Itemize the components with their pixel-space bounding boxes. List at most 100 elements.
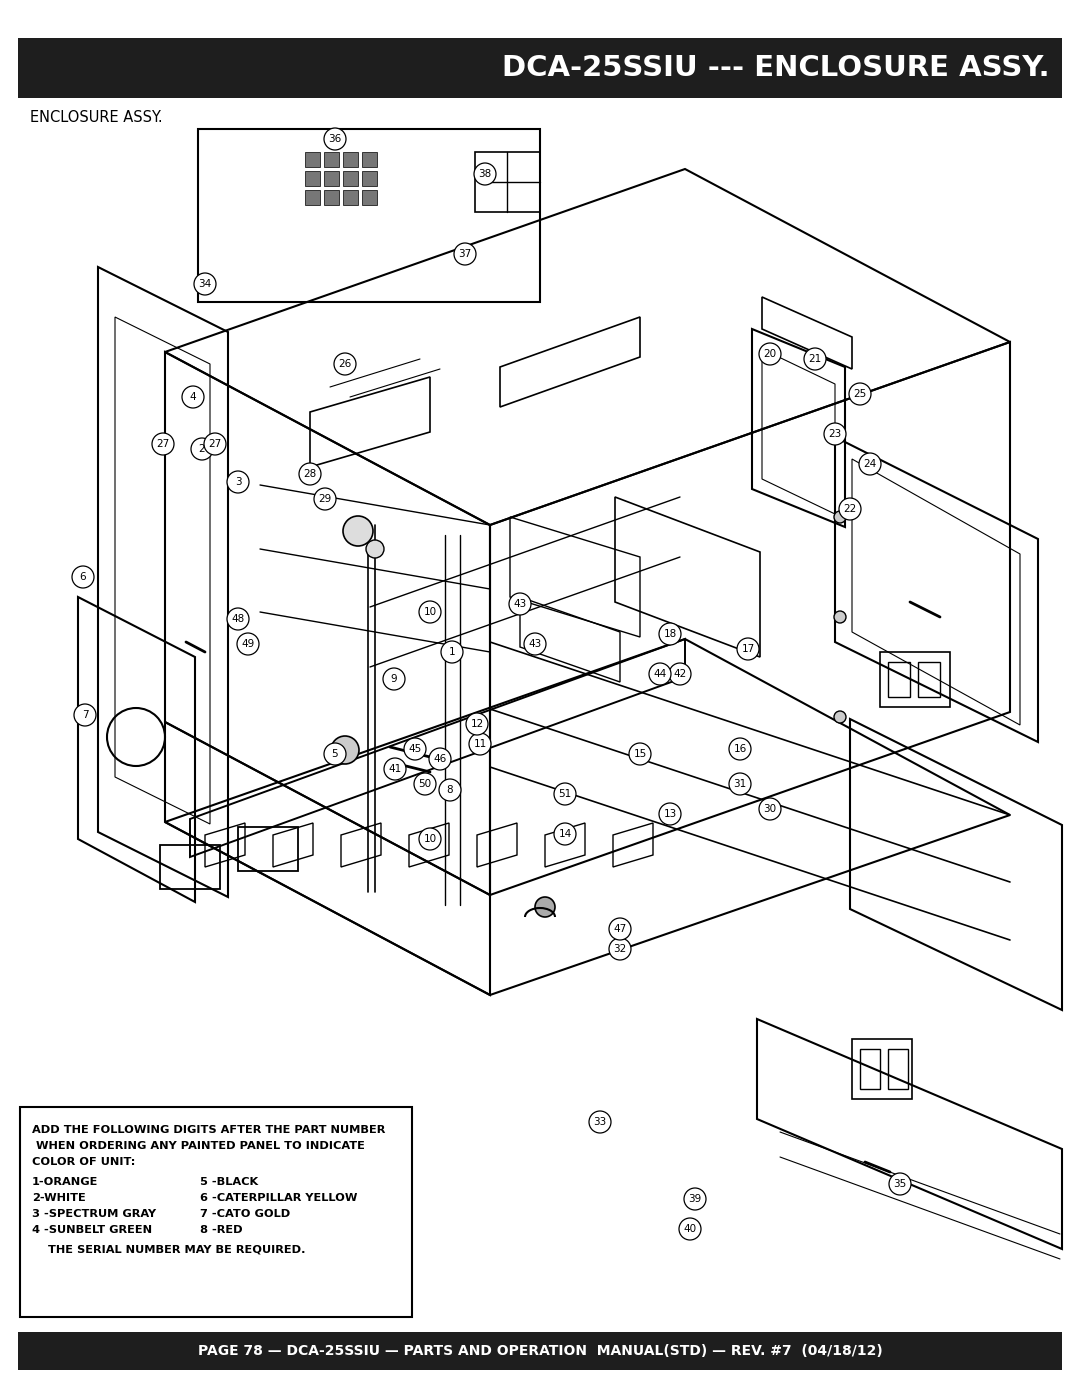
Circle shape [759, 798, 781, 820]
Circle shape [609, 918, 631, 940]
Text: 3: 3 [234, 476, 241, 488]
Bar [362, 170, 377, 186]
Text: 24: 24 [863, 460, 877, 469]
Circle shape [314, 488, 336, 510]
Bar [343, 152, 357, 168]
Text: 2-WHITE: 2-WHITE [32, 1193, 85, 1203]
Circle shape [554, 782, 576, 805]
Text: 6: 6 [80, 571, 86, 583]
Circle shape [759, 344, 781, 365]
Text: 31: 31 [733, 780, 746, 789]
Circle shape [324, 743, 346, 766]
Circle shape [429, 747, 451, 770]
Text: 41: 41 [389, 764, 402, 774]
Text: 13: 13 [663, 809, 677, 819]
Circle shape [474, 163, 496, 184]
Text: 6 -CATERPILLAR YELLOW: 6 -CATERPILLAR YELLOW [200, 1193, 357, 1203]
Text: 45: 45 [408, 745, 421, 754]
Bar [880, 652, 950, 707]
Circle shape [729, 738, 751, 760]
Text: 34: 34 [199, 279, 212, 289]
Bar [324, 170, 339, 186]
Text: 37: 37 [458, 249, 472, 258]
Text: 10: 10 [423, 834, 436, 844]
Text: 30: 30 [764, 805, 777, 814]
Text: 25: 25 [853, 388, 866, 400]
Text: ADD THE FOLLOWING DIGITS AFTER THE PART NUMBER: ADD THE FOLLOWING DIGITS AFTER THE PART … [32, 1125, 386, 1134]
Text: 1-ORANGE: 1-ORANGE [32, 1178, 98, 1187]
Text: 9: 9 [391, 673, 397, 685]
Text: 47: 47 [613, 923, 626, 935]
Text: 46: 46 [433, 754, 447, 764]
Circle shape [454, 243, 476, 265]
Circle shape [834, 711, 846, 724]
Text: THE SERIAL NUMBER MAY BE REQUIRED.: THE SERIAL NUMBER MAY BE REQUIRED. [28, 1245, 306, 1255]
Bar [343, 190, 357, 205]
Text: 42: 42 [673, 669, 687, 679]
Text: 5 -BLACK: 5 -BLACK [200, 1178, 258, 1187]
Text: 43: 43 [513, 599, 527, 609]
Circle shape [334, 353, 356, 374]
Circle shape [889, 1173, 912, 1194]
Text: 29: 29 [319, 495, 332, 504]
Text: ENCLOSURE ASSY.: ENCLOSURE ASSY. [30, 110, 163, 124]
Bar [21, 1106, 411, 1317]
Text: COLOR OF UNIT:: COLOR OF UNIT: [32, 1157, 135, 1166]
Bar [852, 1039, 912, 1099]
Text: 4 -SUNBELT GREEN: 4 -SUNBELT GREEN [32, 1225, 152, 1235]
Circle shape [684, 1187, 706, 1210]
Bar [305, 190, 320, 205]
Circle shape [72, 566, 94, 588]
Circle shape [191, 439, 213, 460]
Circle shape [438, 780, 461, 800]
Text: 16: 16 [733, 745, 746, 754]
Bar [888, 662, 910, 697]
Circle shape [183, 386, 204, 408]
Text: PAGE 78 — DCA-25SSIU — PARTS AND OPERATION  MANUAL(STD) — REV. #7  (04/18/12): PAGE 78 — DCA-25SSIU — PARTS AND OPERATI… [198, 1344, 882, 1358]
Circle shape [729, 773, 751, 795]
Circle shape [659, 623, 681, 645]
Bar [888, 1049, 908, 1090]
Bar [18, 38, 1062, 98]
Text: 17: 17 [741, 644, 755, 654]
Text: 36: 36 [328, 134, 341, 144]
Text: 32: 32 [613, 944, 626, 954]
Circle shape [659, 803, 681, 826]
Bar [324, 190, 339, 205]
Circle shape [859, 453, 881, 475]
Bar [305, 152, 320, 168]
Circle shape [629, 743, 651, 766]
Bar [18, 1331, 1062, 1370]
Text: 48: 48 [231, 615, 245, 624]
Text: 15: 15 [633, 749, 647, 759]
Text: 3 -SPECTRUM GRAY: 3 -SPECTRUM GRAY [32, 1208, 157, 1220]
Text: 4: 4 [190, 393, 197, 402]
Circle shape [804, 348, 826, 370]
Circle shape [824, 423, 846, 446]
Circle shape [419, 828, 441, 849]
Text: 7 -CATO GOLD: 7 -CATO GOLD [200, 1208, 291, 1220]
Circle shape [737, 638, 759, 659]
Text: 33: 33 [593, 1118, 607, 1127]
Circle shape [834, 610, 846, 623]
Circle shape [152, 433, 174, 455]
Circle shape [441, 641, 463, 664]
Text: 20: 20 [764, 349, 777, 359]
Circle shape [384, 759, 406, 780]
Circle shape [237, 633, 259, 655]
Text: 39: 39 [688, 1194, 702, 1204]
Circle shape [554, 823, 576, 845]
Text: 38: 38 [478, 169, 491, 179]
Circle shape [839, 497, 861, 520]
Circle shape [75, 704, 96, 726]
Circle shape [414, 773, 436, 795]
Text: DCA-25SSIU --- ENCLOSURE ASSY.: DCA-25SSIU --- ENCLOSURE ASSY. [502, 54, 1050, 82]
Text: WHEN ORDERING ANY PAINTED PANEL TO INDICATE: WHEN ORDERING ANY PAINTED PANEL TO INDIC… [32, 1141, 365, 1151]
Circle shape [383, 668, 405, 690]
Circle shape [404, 738, 426, 760]
Circle shape [535, 897, 555, 916]
Circle shape [609, 937, 631, 960]
Text: 43: 43 [528, 638, 542, 650]
Text: 23: 23 [828, 429, 841, 439]
Circle shape [419, 601, 441, 623]
